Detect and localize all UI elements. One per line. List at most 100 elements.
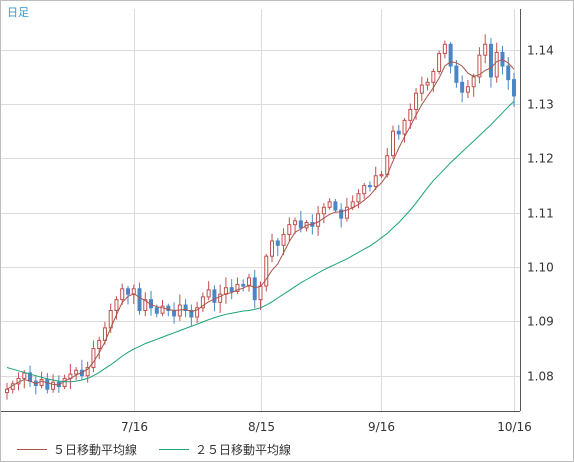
candle-up: [74, 369, 79, 375]
ma25-line: [6, 101, 515, 383]
candle-up: [114, 299, 119, 311]
candle-up: [321, 206, 326, 215]
candle-up: [414, 92, 419, 111]
candle-down: [339, 209, 344, 219]
x-tick-label: 9/16: [368, 420, 395, 434]
candle-up: [471, 76, 476, 88]
candle-up: [258, 285, 263, 301]
y-tick-label: 1.13: [527, 98, 554, 112]
candle-up: [494, 51, 499, 78]
candle-up: [442, 43, 447, 55]
candle-down: [229, 287, 234, 292]
candle-up: [477, 54, 482, 78]
candle-up: [465, 86, 470, 93]
legend-item-ma5: ５日移動平均線: [17, 441, 137, 458]
y-tick-label: 1.08: [527, 370, 554, 384]
candle-up: [362, 185, 367, 195]
candle-down: [45, 378, 50, 390]
candle-up: [437, 53, 442, 72]
candle-up: [316, 213, 321, 227]
y-tick-label: 1.11: [527, 207, 554, 221]
candle-down: [506, 65, 511, 81]
candle-up: [425, 81, 430, 86]
candle-down: [125, 288, 130, 295]
legend-swatch-ma25: [159, 449, 190, 450]
moving-average-layer: [6, 58, 515, 390]
legend: ５日移動平均線 ２５日移動平均線: [17, 441, 291, 458]
candle-up: [264, 255, 269, 287]
candle-down: [512, 79, 516, 97]
candle-up: [246, 277, 251, 287]
candle-up: [281, 233, 286, 246]
candle-up: [356, 193, 361, 203]
x-tick-label: 10/16: [497, 420, 532, 434]
candle-down: [298, 220, 303, 229]
candle-down: [367, 185, 372, 188]
candle-up: [235, 283, 240, 292]
candle-down: [333, 201, 338, 211]
x-tick-label: 7/16: [121, 420, 148, 434]
candle-down: [241, 283, 246, 287]
candle-up: [483, 43, 488, 56]
candle-down: [137, 288, 142, 311]
x-tick-label: 8/15: [248, 420, 275, 434]
grid-layer: [1, 9, 520, 411]
candle-up: [160, 305, 165, 314]
candle-up: [419, 84, 424, 94]
candle-down: [166, 305, 171, 311]
candle-up: [200, 296, 205, 309]
candle-up: [350, 201, 355, 208]
candle-up: [379, 174, 384, 177]
candle-up: [91, 348, 96, 369]
candle-down: [275, 240, 280, 246]
period-label: 日足: [7, 6, 29, 19]
candle-down: [172, 310, 177, 317]
candle-up: [62, 377, 67, 388]
y-tick-label: 1.09: [527, 315, 554, 329]
candle-down: [448, 43, 453, 67]
legend-item-ma25: ２５日移動平均線: [159, 441, 291, 458]
candle-up: [195, 307, 200, 318]
candle-layer: [5, 34, 516, 400]
candle-down: [488, 43, 493, 78]
candle-up: [85, 367, 90, 377]
candle-down: [183, 304, 188, 311]
candle-up: [408, 109, 413, 121]
candle-down: [454, 65, 459, 83]
candle-up: [97, 339, 102, 350]
candle-up: [344, 206, 349, 219]
axis-layer: 1.08 1.09 1.10 1.11 1.12 1.13 1.14 7/16 8/15 9/16…: [1, 9, 554, 434]
candle-up: [391, 130, 396, 157]
candle-down: [212, 289, 217, 303]
candle-down: [189, 310, 194, 318]
candle-up: [218, 293, 223, 303]
candle-up: [270, 240, 275, 257]
candle-up: [293, 220, 298, 226]
legend-label-ma5: ５日移動平均線: [53, 443, 138, 457]
candle-up: [22, 372, 27, 379]
candle-up: [287, 224, 292, 235]
candle-up: [120, 288, 125, 301]
legend-label-ma25: ２５日移動平均線: [195, 443, 292, 457]
candle-down: [460, 81, 465, 93]
y-tick-label: 1.14: [527, 44, 554, 58]
candle-up: [373, 175, 378, 188]
candle-up: [402, 119, 407, 135]
candle-down: [396, 130, 401, 135]
candle-up: [102, 327, 107, 341]
candle-up: [431, 70, 436, 83]
candle-up: [39, 378, 44, 386]
candle-up: [327, 201, 332, 208]
candle-down: [252, 277, 257, 301]
candle-up: [5, 388, 9, 394]
y-tick-label: 1.10: [527, 261, 554, 275]
ma5-line: [6, 58, 515, 390]
candle-up: [143, 299, 148, 311]
legend-swatch-ma5: [17, 449, 47, 450]
candle-up: [206, 289, 211, 298]
candle-up: [51, 381, 56, 390]
candle-down: [154, 307, 159, 314]
y-tick-label: 1.12: [527, 152, 554, 166]
